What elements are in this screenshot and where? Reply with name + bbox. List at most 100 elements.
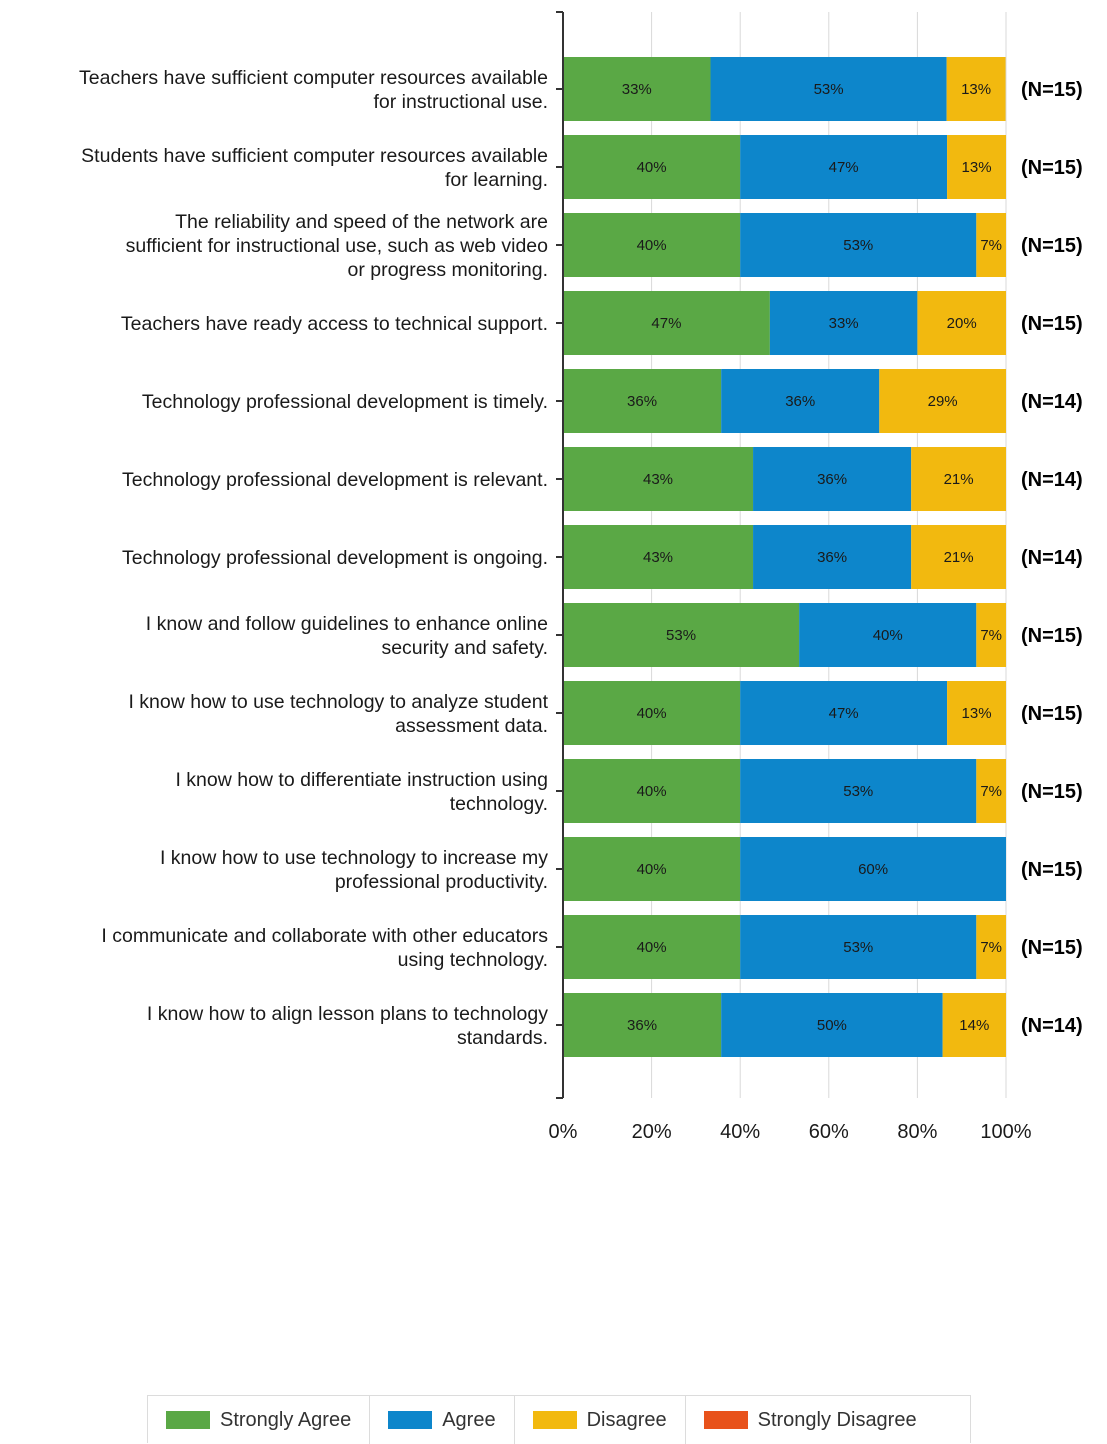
data-label: 40% bbox=[637, 705, 667, 722]
n-label: (N=15) bbox=[1021, 235, 1083, 257]
legend-swatch-disagree bbox=[532, 1411, 577, 1429]
category-label-line: standards. bbox=[457, 1027, 548, 1049]
n-label: (N=15) bbox=[1021, 703, 1083, 725]
data-label: 7% bbox=[980, 939, 1002, 956]
category-label-line: I know how to align lesson plans to tech… bbox=[147, 1003, 548, 1025]
category-label: Technology professional development is t… bbox=[142, 391, 548, 413]
category-label: I communicate and collaborate with other… bbox=[101, 925, 548, 971]
bar-segment-disagree bbox=[976, 759, 1006, 823]
bar-segment-agree bbox=[721, 993, 943, 1057]
category-label: The reliability and speed of the network… bbox=[126, 211, 549, 281]
category-label: Technology professional development is o… bbox=[122, 547, 548, 569]
legend-label-strongly-disagree: Strongly Disagree bbox=[757, 1408, 917, 1431]
category-label-line: or progress monitoring. bbox=[347, 259, 548, 281]
bar-segment-disagree bbox=[976, 213, 1006, 277]
axis bbox=[556, 11, 564, 1099]
bar-segment-disagree bbox=[947, 135, 1006, 199]
data-label: 21% bbox=[944, 471, 974, 488]
x-tick-label: 60% bbox=[809, 1121, 849, 1143]
bar-segment-agree bbox=[721, 369, 880, 433]
bar-segment-strongly-agree bbox=[563, 213, 741, 277]
category-label-line: using technology. bbox=[398, 949, 548, 971]
data-label: 40% bbox=[637, 159, 667, 176]
data-label: 36% bbox=[817, 471, 847, 488]
data-label: 13% bbox=[961, 81, 991, 98]
category-label: Technology professional development is r… bbox=[122, 469, 548, 491]
bar-segment-strongly-agree bbox=[563, 681, 741, 745]
legend-swatch-strongly-agree bbox=[166, 1411, 210, 1429]
n-label: (N=14) bbox=[1021, 469, 1083, 491]
category-label-line: for learning. bbox=[445, 169, 548, 191]
category-labels: Teachers have sufficient computer resour… bbox=[79, 67, 549, 1049]
n-label: (N=14) bbox=[1021, 1015, 1083, 1037]
category-label-line: Technology professional development is r… bbox=[122, 469, 548, 491]
legend-item-strongly-disagree[interactable]: Strongly Disagree bbox=[686, 1396, 935, 1444]
bar-segment-strongly-agree bbox=[563, 837, 741, 901]
category-label: I know how to use technology to analyze … bbox=[128, 691, 548, 737]
bar-segment-agree bbox=[753, 447, 912, 511]
category-label-line: assessment data. bbox=[395, 715, 548, 737]
data-label: 13% bbox=[962, 159, 992, 176]
data-label: 33% bbox=[829, 315, 859, 332]
bar-segment-strongly-agree bbox=[563, 291, 770, 355]
bar-segment-agree bbox=[740, 837, 1006, 901]
category-label-line: Students have sufficient computer resour… bbox=[81, 145, 548, 167]
n-label: (N=15) bbox=[1021, 79, 1083, 101]
n-label: (N=15) bbox=[1021, 313, 1083, 335]
bar-segment-disagree bbox=[879, 369, 1006, 433]
category-label-line: professional productivity. bbox=[335, 871, 548, 893]
data-label: 20% bbox=[947, 315, 977, 332]
category-label: Students have sufficient computer resour… bbox=[81, 145, 548, 191]
x-tick-label: 20% bbox=[632, 1121, 672, 1143]
data-label: 40% bbox=[637, 861, 667, 878]
bar-segment-strongly-agree bbox=[563, 993, 722, 1057]
data-label: 53% bbox=[814, 81, 844, 98]
category-label-line: sufficient for instructional use, such a… bbox=[126, 235, 549, 257]
legend-swatch-strongly-disagree bbox=[703, 1411, 748, 1429]
category-label-line: I know how to use technology to analyze … bbox=[128, 691, 548, 713]
legend-item-agree[interactable]: Agree bbox=[370, 1396, 515, 1444]
data-label: 47% bbox=[829, 159, 859, 176]
category-label: Teachers have sufficient computer resour… bbox=[79, 67, 548, 113]
category-label-line: Technology professional development is t… bbox=[142, 391, 548, 413]
category-label: I know how to differentiate instruction … bbox=[175, 769, 548, 815]
bar-segment-agree bbox=[740, 915, 977, 979]
n-label: (N=15) bbox=[1021, 937, 1083, 959]
data-label: 43% bbox=[643, 549, 673, 566]
n-label: (N=14) bbox=[1021, 547, 1083, 569]
data-label: 40% bbox=[873, 627, 903, 644]
x-tick-label: 80% bbox=[897, 1121, 937, 1143]
category-label-line: I know how to differentiate instruction … bbox=[175, 769, 548, 791]
legend-item-disagree[interactable]: Disagree bbox=[515, 1396, 686, 1444]
data-label: 43% bbox=[643, 471, 673, 488]
stacked-bar-chart: 33% 53% 13% 40% 47% 13% 40% 53% 7% 47% 33% 20% 36% 36… bbox=[79, 11, 1083, 1143]
category-label: Teachers have ready access to technical … bbox=[121, 313, 548, 335]
category-label: I know and follow guidelines to enhance … bbox=[146, 613, 548, 659]
data-label: 14% bbox=[959, 1017, 989, 1034]
bar-segment-strongly-agree bbox=[563, 447, 754, 511]
bar-segment-strongly-agree bbox=[563, 57, 711, 121]
data-label: 40% bbox=[637, 783, 667, 800]
x-tick-label: 0% bbox=[549, 1121, 578, 1143]
bar-segment-disagree bbox=[947, 681, 1006, 745]
legend-label-disagree: Disagree bbox=[586, 1408, 667, 1431]
bar-segment-strongly-agree bbox=[563, 135, 741, 199]
bar-segment-agree bbox=[753, 525, 912, 589]
category-label-line: technology. bbox=[450, 793, 548, 815]
bar-segment-strongly-agree bbox=[563, 915, 741, 979]
n-labels: (N=15) (N=15) (N=15) (N=15) (N=14) (N=14) (N=1… bbox=[1021, 79, 1083, 1037]
data-label: 60% bbox=[858, 861, 888, 878]
data-label: 29% bbox=[928, 393, 958, 410]
legend-item-strongly-agree[interactable]: Strongly Agree bbox=[148, 1396, 371, 1444]
bar-segment-agree bbox=[799, 603, 977, 667]
category-label: I know how to align lesson plans to tech… bbox=[147, 1003, 548, 1049]
legend-label-strongly-agree: Strongly Agree bbox=[220, 1408, 352, 1431]
bar-segment-disagree bbox=[917, 291, 1006, 355]
x-tick-label: 40% bbox=[720, 1121, 760, 1143]
category-label-line: for instructional use. bbox=[373, 91, 548, 113]
bars: 33% 53% 13% 40% 47% 13% 40% 53% 7% 47% 33% 20% 36% 36… bbox=[563, 57, 1006, 1057]
category-label-line: Teachers have sufficient computer resour… bbox=[79, 67, 548, 89]
bar-segment-agree bbox=[740, 759, 977, 823]
bar-segment-agree bbox=[740, 681, 948, 745]
n-label: (N=15) bbox=[1021, 157, 1083, 179]
